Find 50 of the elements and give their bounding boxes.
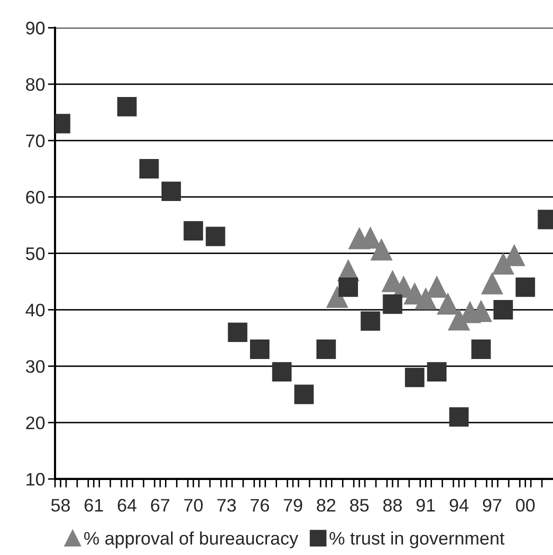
- x-tick-label: 64: [118, 498, 136, 512]
- y-tick-label: 30: [26, 360, 45, 373]
- x-tick-label: 85: [350, 498, 369, 512]
- point: [404, 368, 424, 388]
- x-tick-label: 00: [516, 498, 535, 512]
- point: [493, 300, 513, 320]
- y-tick-label: 80: [26, 78, 45, 91]
- point: [206, 226, 226, 246]
- y-tick-label: 60: [26, 190, 45, 204]
- point: [436, 292, 459, 315]
- y-tick-label: 10: [26, 472, 45, 486]
- point: [481, 272, 504, 294]
- legend-label: % trust in government: [330, 531, 504, 548]
- x-tick-label: 97: [482, 498, 502, 512]
- point: [250, 340, 270, 359]
- point: [161, 182, 181, 202]
- point: [139, 159, 159, 178]
- point: [516, 277, 536, 297]
- point: [117, 96, 137, 116]
- point: [414, 287, 437, 310]
- y-tick-label: 70: [26, 134, 45, 148]
- point: [471, 340, 491, 359]
- x-tick-label: 88: [383, 498, 402, 512]
- x-tick-label: 73: [217, 498, 236, 512]
- point: [338, 277, 358, 297]
- x-tick-label: 94: [450, 498, 468, 512]
- point: [228, 322, 248, 342]
- x-tick-label: 70: [184, 498, 203, 512]
- point: [449, 407, 469, 427]
- x-tick-label: 67: [151, 498, 170, 512]
- legend-label: % approval of bureaucracy: [84, 531, 298, 548]
- x-tick-label: 82: [316, 498, 336, 512]
- point: [427, 362, 447, 382]
- point: [326, 286, 348, 308]
- point: [294, 384, 314, 404]
- point: [184, 221, 204, 241]
- x-tick-label: 58: [51, 498, 70, 512]
- y-tick-label: 90: [26, 22, 45, 34]
- x-tick-label: 79: [284, 498, 302, 512]
- x-tick-label: 91: [416, 498, 435, 512]
- x-tick-label: 61: [84, 498, 103, 512]
- point: [370, 238, 393, 261]
- y-tick-label: 40: [26, 304, 45, 316]
- x-tick-label: 76: [250, 498, 269, 512]
- point: [382, 294, 402, 314]
- y-tick-label: 50: [26, 247, 45, 260]
- y-tick-label: 20: [26, 416, 45, 430]
- point: [272, 362, 292, 382]
- point: [360, 311, 380, 331]
- point: [316, 340, 336, 359]
